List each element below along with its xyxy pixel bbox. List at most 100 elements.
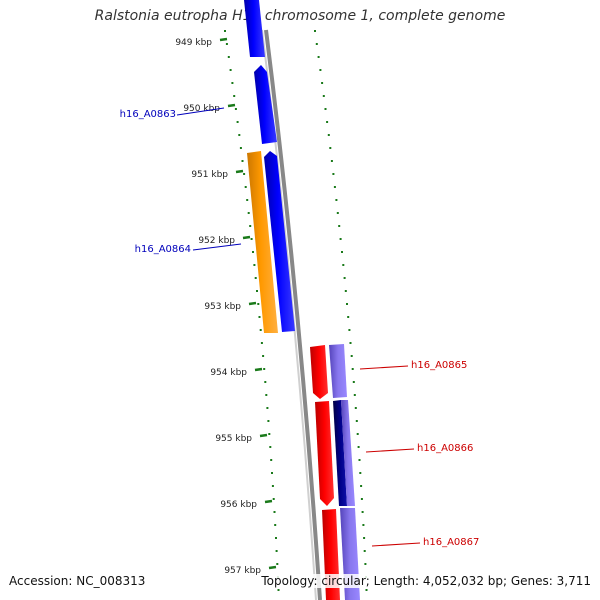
track-dot: [317, 56, 320, 58]
track-dot: [359, 472, 362, 474]
track-dot: [266, 407, 269, 409]
gene-label: h16_A0864: [135, 244, 191, 255]
track-dot: [268, 433, 271, 435]
track-dot: [321, 82, 324, 84]
track-dot: [271, 485, 274, 487]
feature-orange: [247, 151, 278, 333]
track-dot: [363, 537, 366, 539]
track-dot: [236, 121, 239, 123]
outer-dotted-track: [314, 30, 368, 591]
track-dot: [254, 277, 257, 279]
track-dot: [349, 342, 352, 344]
track-dot: [344, 290, 347, 292]
track-dot: [263, 368, 266, 370]
tick-label: 953 kbp: [204, 302, 241, 312]
leader-line: [371, 542, 421, 547]
track-dot: [249, 225, 252, 227]
track-dot: [225, 43, 228, 45]
track-dot: [250, 238, 253, 240]
tick-label: 952 kbp: [198, 236, 235, 246]
track-dot: [327, 134, 330, 136]
track-dot: [262, 355, 265, 357]
track-dot: [343, 277, 346, 279]
track-dot: [247, 212, 250, 214]
track-dot: [356, 433, 359, 435]
track-dot: [252, 251, 254, 253]
feature-group-upper: [244, 0, 295, 333]
track-dot: [350, 355, 353, 357]
track-dot: [341, 251, 343, 253]
track-dot: [229, 69, 232, 71]
track-dot: [352, 381, 355, 383]
track-dot: [348, 329, 351, 331]
feature-blue-top: [244, 0, 265, 57]
track-dot: [274, 524, 277, 526]
gene-label: h16_A0865: [411, 360, 467, 371]
track-dot: [267, 420, 270, 422]
track-dot: [258, 316, 261, 318]
track-dot: [227, 56, 230, 58]
track-dot: [239, 147, 242, 149]
track-dot: [270, 459, 273, 461]
track-dot: [273, 511, 276, 513]
track-dot: [231, 82, 234, 84]
track-dot: [365, 589, 368, 591]
leader-line: [365, 448, 415, 453]
track-dot: [355, 420, 358, 422]
feature-purple-1: [329, 344, 347, 398]
inner-dotted-track: [224, 30, 280, 591]
track-dot: [272, 498, 275, 500]
track-dot: [364, 563, 367, 565]
feature-blue-long: [264, 151, 295, 332]
feature-red-1: [310, 345, 328, 399]
track-dot: [269, 446, 272, 448]
track-dot: [238, 134, 241, 136]
track-dot: [275, 550, 278, 552]
track-dot: [329, 147, 332, 149]
track-dot: [357, 446, 360, 448]
summary-text: Topology: circular; Length: 4,052,032 bp…: [261, 574, 591, 588]
track-dot: [259, 329, 262, 331]
track-dot: [257, 303, 260, 305]
feature-blue-arrow: [254, 65, 277, 144]
track-dot: [319, 69, 322, 71]
track-dot: [224, 30, 226, 32]
track-dot: [275, 537, 277, 539]
label-leaders: [176, 107, 421, 547]
track-dot: [314, 30, 316, 32]
track-dot: [351, 368, 354, 370]
track-dot: [354, 407, 357, 409]
track-dot: [241, 160, 244, 162]
gene-label: h16_A0866: [417, 443, 473, 454]
tick-label: 950 kbp: [183, 104, 220, 114]
track-dot: [326, 121, 329, 123]
tick-label: 949 kbp: [175, 38, 212, 48]
track-dot: [233, 95, 236, 97]
feature-navy: [333, 400, 347, 506]
track-dot: [332, 173, 335, 175]
track-dot: [336, 212, 339, 214]
tick-mark: [268, 565, 277, 570]
tick-mark: [235, 169, 244, 174]
tick-mark: [227, 103, 236, 108]
feature-red-2: [315, 401, 334, 506]
tick-label: 957 kbp: [224, 566, 261, 576]
track-dot: [277, 589, 280, 591]
tick-marks: [219, 37, 277, 570]
track-dot: [244, 186, 247, 188]
track-dot: [322, 95, 325, 97]
track-dot: [256, 290, 258, 292]
leader-line: [176, 107, 225, 116]
track-dot: [360, 485, 363, 487]
track-dot: [361, 511, 364, 513]
track-dot: [234, 108, 237, 110]
track-dot: [362, 524, 365, 526]
tick-mark: [248, 301, 257, 306]
track-dot: [243, 173, 246, 175]
track-dot: [271, 472, 273, 474]
accession-text: Accession: NC_008313: [9, 574, 146, 588]
track-dot: [342, 264, 345, 266]
track-dot: [360, 498, 363, 500]
tick-mark: [259, 433, 268, 438]
